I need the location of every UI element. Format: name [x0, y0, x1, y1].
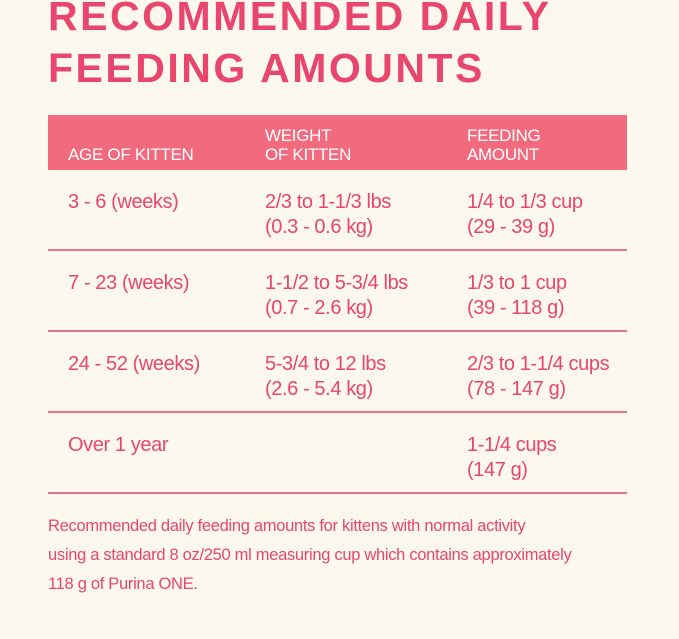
table-row: Over 1 year 1-1/4 cups (147 g): [48, 413, 627, 494]
table-header: AGE OF KITTEN WEIGHT OF KITTEN FEEDING AMOUN…: [48, 115, 627, 170]
feeding-table: AGE OF KITTEN WEIGHT OF KITTEN FEEDING AMOUN…: [48, 115, 627, 494]
cell-line: (0.7 - 2.6 kg): [265, 297, 373, 319]
cell-line: (29 - 39 g): [467, 216, 555, 238]
cell-line: 1-1/2 to 5-3/4 lbs: [265, 272, 408, 294]
cell-line: (147 g): [467, 459, 528, 481]
table-cell: 2/3 to 1-1/4 cups (78 - 147 g): [467, 352, 610, 402]
cell-line: 2/3 to 1-1/3 lbs: [265, 191, 391, 213]
cell-line: 2/3 to 1-1/4 cups: [467, 353, 610, 375]
column-header: FEEDING AMOUNT: [467, 126, 541, 164]
cell-line: 3 - 6 (weeks): [68, 191, 179, 213]
table-cell: 3 - 6 (weeks): [68, 190, 179, 215]
cell-line: (0.3 - 0.6 kg): [265, 216, 373, 238]
header-line: AMOUNT: [467, 145, 539, 164]
cell-line: 1/4 to 1/3 cup: [467, 191, 583, 213]
cell-line: 1/3 to 1 cup: [467, 272, 567, 294]
cell-line: (39 - 118 g): [467, 297, 565, 319]
table-cell: 5-3/4 to 12 lbs (2.6 - 5.4 kg): [265, 352, 386, 402]
table-cell: 1/3 to 1 cup (39 - 118 g): [467, 271, 567, 321]
table-cell: 1-1/2 to 5-3/4 lbs (0.7 - 2.6 kg): [265, 271, 408, 321]
table-cell: 2/3 to 1-1/3 lbs (0.3 - 0.6 kg): [265, 190, 391, 240]
cell-line: (2.6 - 5.4 kg): [265, 378, 373, 400]
table-cell: 1/4 to 1/3 cup (29 - 39 g): [467, 190, 583, 240]
footnote-line: Recommended daily feeding amounts for ki…: [48, 517, 526, 535]
table-row: 24 - 52 (weeks) 5-3/4 to 12 lbs (2.6 - 5.4…: [48, 332, 627, 413]
cell-line: 24 - 52 (weeks): [68, 353, 200, 375]
title: FEEDING AMOUNTS: [48, 45, 485, 91]
column-header: WEIGHT OF KITTEN: [265, 126, 351, 164]
cell-line: Over 1 year: [68, 434, 169, 456]
cell-line: (78 - 147 g): [467, 378, 566, 400]
cell-line: 1-1/4 cups: [467, 434, 557, 456]
title: RECOMMENDED DAILY: [48, 0, 552, 39]
cell-line: 5-3/4 to 12 lbs: [265, 353, 386, 375]
header-line: FEEDING: [467, 126, 541, 145]
footnote: Recommended daily feeding amounts for ki…: [48, 512, 572, 599]
footnote-line: 118 g of Purina ONE.: [48, 575, 198, 593]
table-cell: 24 - 52 (weeks): [68, 352, 200, 377]
column-header: AGE OF KITTEN: [68, 145, 194, 164]
footnote-line: using a standard 8 oz/250 ml measuring c…: [48, 546, 572, 564]
table-cell: 7 - 23 (weeks): [68, 271, 190, 296]
table-row: 3 - 6 (weeks) 2/3 to 1-1/3 lbs (0.3 - 0.6 …: [48, 170, 627, 251]
table-row: 7 - 23 (weeks) 1-1/2 to 5-3/4 lbs (0.7 - 2…: [48, 251, 627, 332]
header-line: OF KITTEN: [265, 145, 352, 164]
cell-line: 7 - 23 (weeks): [68, 272, 190, 294]
header-line: WEIGHT: [265, 126, 332, 145]
table-cell: 1-1/4 cups (147 g): [467, 433, 557, 483]
table-cell: Over 1 year: [68, 433, 168, 458]
header-line: AGE OF KITTEN: [68, 145, 194, 164]
